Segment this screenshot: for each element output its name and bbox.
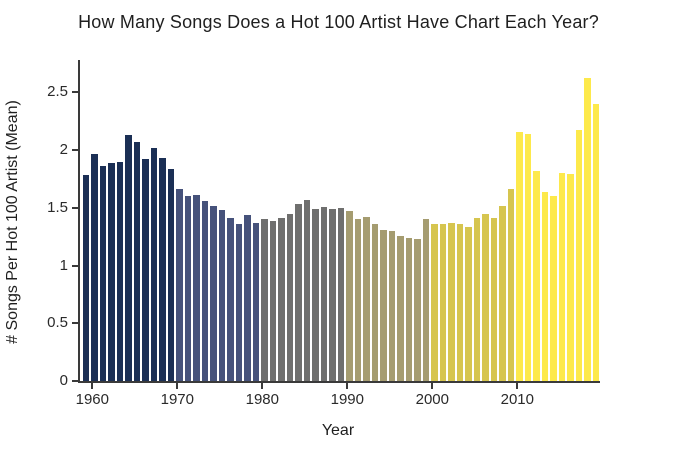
bar-1961 [99, 166, 107, 381]
bar-1980 [261, 219, 268, 381]
bar-1992 [363, 217, 370, 381]
y-tick-label: 0 [59, 372, 68, 389]
bar-1977 [235, 223, 243, 381]
bar-1964 [125, 135, 132, 381]
bar-1960 [91, 153, 98, 381]
bar-2005 [473, 218, 481, 381]
y-tick-label: 2 [59, 141, 68, 159]
bar-1959 [82, 175, 90, 381]
bar-1991 [354, 219, 362, 381]
bar-1971 [184, 196, 192, 381]
x-tick-label: 2000 [415, 391, 449, 408]
bar-2011 [524, 133, 532, 381]
bar-2017 [575, 130, 583, 381]
x-tick-label: 2010 [500, 391, 534, 408]
bar-1962 [108, 162, 115, 381]
bar-1975 [218, 210, 226, 381]
x-tick-mark [431, 383, 434, 389]
y-tick-mark [72, 91, 78, 94]
bar-2004 [465, 227, 472, 381]
x-tick-mark [516, 383, 519, 389]
bar-1967 [150, 147, 158, 381]
plot-area [78, 60, 600, 383]
bar-1970 [176, 189, 183, 381]
bar-2012 [533, 170, 540, 381]
bar-1995 [388, 230, 396, 381]
x-tick-mark [346, 383, 349, 389]
bar-1966 [142, 159, 149, 381]
y-tick-mark [72, 322, 78, 325]
bar-1987 [320, 206, 328, 381]
bar-2015 [558, 173, 566, 381]
x-tick-mark [176, 383, 179, 389]
bar-2014 [550, 196, 557, 381]
y-tick-label: 1.5 [47, 198, 68, 216]
bar-1986 [312, 208, 319, 381]
bar-2010 [516, 131, 523, 381]
bar-1982 [278, 218, 285, 381]
bar-1979 [252, 222, 260, 381]
bar-2013 [541, 191, 549, 381]
y-tick-mark [72, 149, 78, 152]
bar-2009 [507, 189, 515, 381]
bar-1981 [269, 220, 277, 381]
bar-1976 [227, 218, 234, 381]
x-tick-label: 1970 [160, 391, 194, 408]
y-tick-mark [72, 264, 78, 267]
bar-1994 [380, 229, 387, 381]
bar-1985 [303, 199, 311, 381]
x-tick-label: 1990 [330, 391, 364, 408]
bar-1965 [133, 141, 141, 381]
bar-1990 [346, 211, 353, 381]
x-tick-label: 1960 [75, 391, 109, 408]
bar-1999 [422, 219, 430, 381]
y-tick-label: 0.5 [47, 314, 68, 332]
bar-1968 [159, 158, 166, 381]
bar-1988 [329, 208, 336, 381]
bar-1969 [167, 168, 175, 381]
bar-2006 [482, 213, 489, 381]
bar-1998 [414, 238, 421, 381]
y-tick-label: 1 [59, 256, 68, 274]
bar-1963 [116, 161, 124, 381]
bar-2007 [490, 218, 498, 381]
y-tick-mark [72, 206, 78, 209]
chart-title: How Many Songs Does a Hot 100 Artist Hav… [78, 12, 599, 32]
bar-2019 [592, 103, 600, 381]
y-tick-mark [72, 380, 78, 382]
x-tick-mark [91, 383, 94, 389]
bar-1989 [337, 207, 345, 381]
bar-2000 [431, 223, 438, 381]
bar-1978 [244, 214, 251, 381]
bar-1997 [405, 237, 413, 381]
bar-1972 [193, 195, 200, 381]
y-axis-title: # Songs Per Hot 100 Artist (Mean) [4, 100, 21, 344]
bar-1993 [371, 223, 379, 381]
bar-2002 [448, 222, 455, 381]
bar-2003 [456, 223, 464, 381]
bar-1983 [286, 213, 294, 381]
x-tick-label: 1980 [245, 391, 279, 408]
bar-2001 [439, 223, 447, 381]
bar-2018 [584, 78, 591, 381]
y-tick-label: 2.5 [47, 83, 68, 101]
bar-2008 [499, 205, 506, 381]
bar-2016 [567, 174, 574, 381]
x-axis-title: Year [321, 422, 355, 439]
bar-1996 [397, 235, 404, 381]
bar-1974 [210, 205, 217, 381]
x-tick-mark [261, 383, 264, 389]
bar-1984 [295, 204, 302, 381]
bar-1973 [201, 200, 209, 381]
